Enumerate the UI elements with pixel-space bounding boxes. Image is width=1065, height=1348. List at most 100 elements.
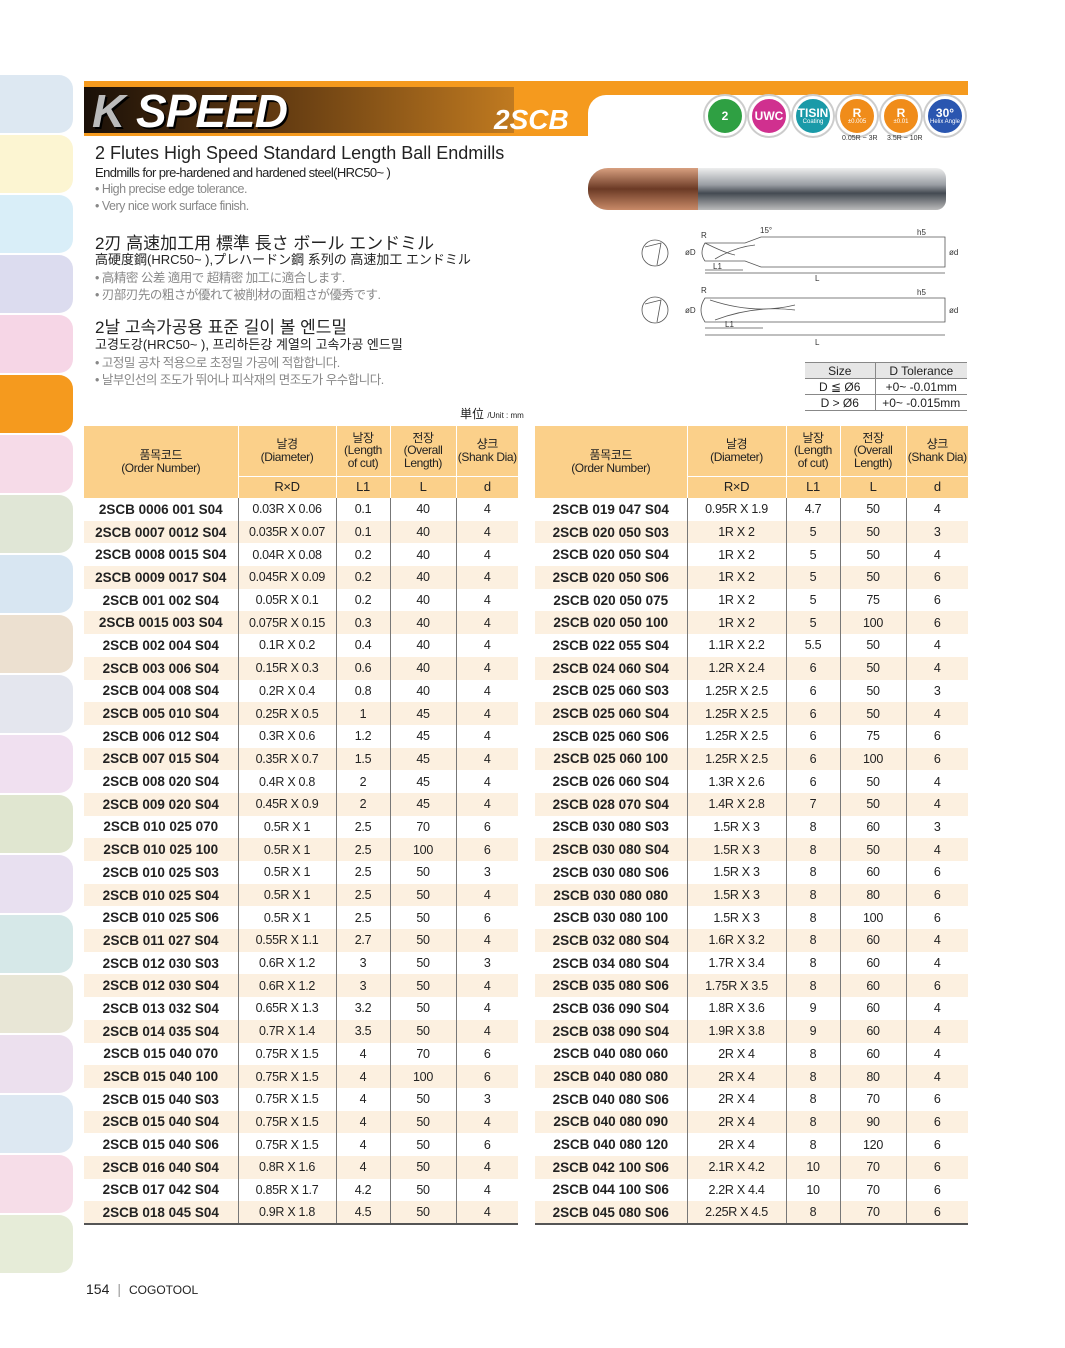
shank-dia-cell: 4 (483, 593, 491, 608)
endmill-product-image (588, 168, 946, 210)
table-row: 2SCB 010 025 S04 0.5R X 1 2.5 50 4 (84, 883, 518, 907)
overall-length-cell: 40 (390, 498, 457, 521)
length-of-cut-cell: 4 (336, 1065, 391, 1088)
dD-label: øD (685, 306, 696, 315)
section-tab[interactable] (0, 375, 73, 433)
section-tab[interactable] (0, 735, 73, 793)
overall-length-cell: 80 (840, 883, 907, 907)
radius-tolerance-icon: R ±0.005 (837, 96, 877, 136)
section-tab[interactable] (0, 975, 73, 1033)
length-of-cut-cell: 3.2 (336, 997, 391, 1020)
table-row: 2SCB 0007 0012 S04 0.035R X 0.07 0.1 40 4 (84, 520, 518, 544)
angle-label: 15° (760, 226, 772, 235)
shank-dia-cell: 4 (933, 1001, 941, 1016)
section-tab[interactable] (0, 75, 73, 133)
l1-label: L1 (713, 262, 722, 271)
length-of-cut-cell: 6 (786, 679, 841, 703)
radius-range-caption: 0.05R ~ 3R (842, 135, 878, 142)
header-line: of cut) (347, 456, 379, 471)
length-of-cut-cell: 5 (786, 611, 841, 635)
overall-length-cell: 50 (840, 770, 907, 793)
section-tab[interactable] (0, 315, 73, 373)
overall-length-cell: 60 (840, 974, 907, 998)
table-row: 2SCB 0006 001 S04 0.03R X 0.06 0.1 40 4 (84, 498, 518, 521)
column-subheader: d (906, 475, 968, 498)
diameter-cell: 1.5R X 3 (687, 861, 787, 884)
diameter-cell: 1.25R X 2.5 (687, 679, 787, 703)
header-line: of cut) (797, 456, 829, 471)
tolerance-size: D ≦ Ø6 (805, 378, 875, 395)
title-en: 2 Flutes High Speed Standard Length Ball… (95, 143, 505, 163)
length-of-cut-cell: 4 (336, 1042, 391, 1066)
overall-length-cell: 40 (390, 634, 457, 657)
order-number-cell: 2SCB 045 080 S06 (535, 1201, 688, 1225)
table-row: 2SCB 018 045 S04 0.9R X 1.8 4.5 50 4 (84, 1201, 518, 1225)
table-row: 2SCB 020 050 075 1R X 2 5 75 6 (535, 588, 968, 612)
table-row: 2SCB 024 060 S04 1.2R X 2.4 6 50 4 (535, 656, 968, 680)
section-tab[interactable] (0, 135, 73, 193)
length-of-cut-cell: 0.1 (336, 498, 391, 521)
section-tab[interactable] (0, 915, 73, 973)
subtitle-kr: 고경도강(HRC50~ ), 프리하든강 계열의 고속가공 엔드밀 (95, 337, 403, 352)
tolerance-value: +0~ -0.015mm (874, 394, 967, 411)
diameter-cell: 2.25R X 4.5 (687, 1201, 787, 1225)
column-subheader: L (840, 475, 907, 498)
section-tab[interactable] (0, 495, 73, 553)
length-of-cut-cell: 0.2 (336, 588, 391, 612)
overall-length-cell: 40 (390, 611, 457, 635)
length-of-cut-cell: 3 (336, 974, 391, 998)
section-tab[interactable] (0, 855, 73, 913)
length-of-cut-cell: 8 (786, 929, 841, 952)
header-line: 샹크 (476, 437, 499, 452)
overall-length-cell: 50 (840, 543, 907, 567)
shank-dia-cell: 3 (933, 819, 941, 834)
order-number-cell: 2SCB 026 060 S04 (535, 770, 688, 793)
diameter-cell: 1.5R X 3 (687, 815, 787, 839)
overall-length-cell: 40 (390, 588, 457, 612)
table-row: 2SCB 020 050 100 1R X 2 5 100 6 (535, 611, 968, 635)
length-of-cut-cell: 10 (786, 1178, 841, 1202)
diameter-cell: 2R X 4 (687, 1042, 787, 1066)
order-number-cell: 2SCB 025 060 100 (535, 747, 688, 771)
length-of-cut-cell: 1.2 (336, 724, 391, 748)
section-tab[interactable] (0, 1095, 73, 1153)
section-tab[interactable] (0, 615, 73, 673)
shank-dia-cell: 4 (933, 956, 941, 971)
section-tab[interactable] (0, 1155, 73, 1213)
column-header: 샹크 (Shank Dia) (456, 426, 518, 476)
section-tabs (0, 75, 73, 1275)
diameter-cell: 0.6R X 1.2 (238, 951, 337, 975)
diameter-cell: 2R X 4 (687, 1133, 787, 1156)
section-tab[interactable] (0, 675, 73, 733)
order-number-cell: 2SCB 019 047 S04 (535, 498, 688, 521)
length-of-cut-cell: 8 (786, 1133, 841, 1156)
section-tab[interactable] (0, 1215, 73, 1273)
h5-label: h5 (917, 228, 926, 237)
section-tab[interactable] (0, 195, 73, 253)
overall-length-cell: 50 (840, 838, 907, 861)
section-tab[interactable] (0, 795, 73, 853)
shank-dia-cell: 6 (933, 1092, 941, 1107)
diameter-cell: 1.2R X 2.4 (687, 656, 787, 680)
length-of-cut-cell: 8 (786, 974, 841, 998)
section-tab[interactable] (0, 555, 73, 613)
section-tab[interactable] (0, 435, 73, 493)
shank-dia-cell: 4 (456, 792, 518, 816)
shank-dia-cell: 4 (483, 502, 491, 517)
length-of-cut-cell: 6 (786, 724, 841, 748)
header-line: (Diameter) (710, 449, 763, 464)
length-of-cut-cell: 8 (786, 815, 841, 839)
dd-label: ød (949, 306, 958, 315)
length-of-cut-cell: 8 (786, 883, 841, 907)
section-tab[interactable] (0, 1035, 73, 1093)
series-code: 2SCB (494, 104, 569, 135)
overall-length-cell: 50 (840, 566, 907, 589)
order-number-cell: 2SCB 0006 001 S04 (84, 498, 239, 521)
footer: 154 | COGOTOOL (86, 1281, 199, 1297)
order-number-cell: 2SCB 010 025 S03 (84, 861, 239, 884)
order-number-cell: 2SCB 040 080 080 (535, 1065, 688, 1088)
shank-dia-cell: 6 (933, 729, 941, 744)
overall-length-cell: 70 (840, 1178, 907, 1202)
section-tab[interactable] (0, 255, 73, 313)
diameter-cell: 2R X 4 (687, 1065, 787, 1088)
